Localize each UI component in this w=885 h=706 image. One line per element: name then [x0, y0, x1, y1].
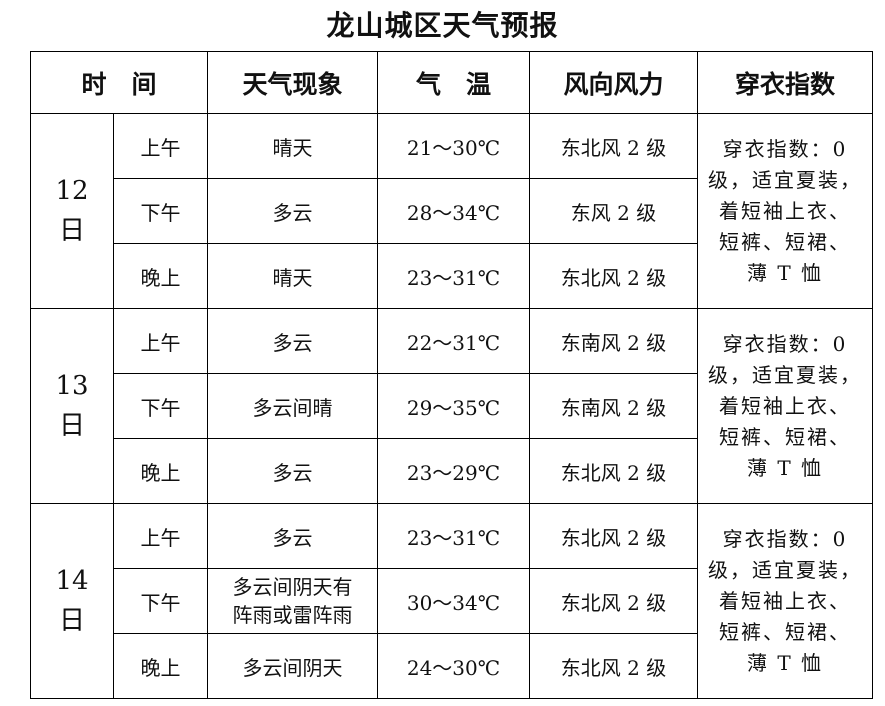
period-cell: 上午	[113, 503, 208, 569]
dress-index-cell: 穿衣指数：0 级，适宜夏装， 着短袖上衣、 短裤、短裙、薄 T 恤	[697, 503, 873, 699]
day-suffix: 日	[58, 216, 85, 246]
dress-line: 着短袖上衣、	[719, 198, 851, 223]
temperature-cell: 23～29℃	[377, 438, 530, 504]
table-row: 13 日上午 多云 22～31℃ 东南风 2 级穿衣指数：0 级，适宜夏装， 着短袖上衣、短…	[30, 308, 873, 504]
weather-cell: 多云间阴天	[207, 633, 378, 699]
dress-line: 短裤、短裙、	[719, 229, 851, 254]
dress-line: 穿衣指数：0	[722, 136, 848, 161]
dress-index-cell: 穿衣指数：0 级，适宜夏装， 着短袖上衣、 短裤、短裙、薄 T 恤	[697, 308, 873, 504]
day-cell: 14 日	[30, 503, 114, 699]
dress-line: 薄 T 恤	[746, 260, 824, 285]
wind-cell: 东南风 2 级	[529, 373, 698, 439]
day-number: 13	[55, 371, 89, 401]
period-cell: 上午	[113, 113, 208, 179]
table-row: 晚上 多云 23～29℃ 东北风 2 级	[31, 438, 873, 504]
header-wind: 风向风力	[529, 51, 698, 114]
temperature-cell: 22～31℃	[377, 308, 530, 374]
header-row: 时 间 天气现象 气 温 风向风力 穿衣指数	[30, 51, 873, 114]
wind-cell: 东北风 2 级	[529, 503, 698, 569]
day-cell: 13 日	[30, 308, 114, 504]
dress-line: 薄 T 恤	[746, 650, 824, 675]
table-row: 下午 多云间晴 29～35℃ 东南风 2 级	[31, 373, 873, 439]
temperature-cell: 23～31℃	[377, 243, 530, 309]
table-row: 晚上 晴天 23～31℃ 东北风 2 级	[31, 243, 873, 309]
dress-index-cell: 穿衣指数：0 级，适宜夏装， 着短袖上衣、 短裤、短裙、薄 T 恤	[697, 113, 873, 309]
weather-cell: 多云	[207, 503, 378, 569]
dress-line: 薄 T 恤	[746, 455, 824, 480]
dress-line: 着短袖上衣、	[719, 588, 851, 613]
table-row: 晚上 多云间阴天 24～30℃ 东北风 2 级	[31, 633, 873, 699]
wind-cell: 东北风 2 级	[529, 438, 698, 504]
table-row: 14 日上午 多云 23～31℃ 东北风 2 级穿衣指数：0 级，适宜夏装， 着短袖上衣、短…	[30, 503, 873, 699]
day-number: 12	[55, 176, 89, 206]
header-weather: 天气现象	[207, 51, 378, 114]
wind-cell: 东南风 2 级	[529, 308, 698, 374]
dress-line: 级，适宜夏装，	[708, 557, 862, 582]
table-row: 12 日上午 晴天 21～30℃ 东北风 2 级穿衣指数：0 级，适宜夏装， 着短袖上衣、短…	[30, 113, 873, 309]
weather-forecast-table: 时 间 天气现象 气 温 风向风力 穿衣指数 12 日上午 晴天 21～30℃ 东北风 …	[30, 51, 873, 699]
wind-cell: 东北风 2 级	[529, 633, 698, 699]
temperature-cell: 30～34℃	[377, 568, 530, 634]
wind-cell: 东北风 2 级	[529, 113, 698, 179]
temperature-cell: 29～35℃	[377, 373, 530, 439]
header-dress-index: 穿衣指数	[697, 51, 873, 114]
weather-cell: 晴天	[207, 113, 378, 179]
weather-cell: 多云	[207, 438, 378, 504]
dress-line: 短裤、短裙、	[719, 424, 851, 449]
period-cell: 晚上	[113, 633, 208, 699]
header-time: 时 间	[30, 51, 208, 114]
wind-cell: 东北风 2 级	[529, 243, 698, 309]
table-row: 下午 多云间阴天有 阵雨或雷阵雨 30～34℃ 东北风 2 级	[31, 568, 873, 634]
wind-cell: 东风 2 级	[529, 178, 698, 244]
dress-line: 穿衣指数：0	[722, 526, 848, 551]
period-cell: 晚上	[113, 243, 208, 309]
period-cell: 下午	[113, 178, 208, 244]
page-title: 龙山城区天气预报	[326, 9, 559, 42]
temperature-cell: 24～30℃	[377, 633, 530, 699]
day-number: 14	[55, 566, 89, 596]
day-suffix: 日	[58, 606, 85, 636]
dress-line: 着短袖上衣、	[719, 393, 851, 418]
weather-line: 阵雨或雷阵雨	[232, 603, 353, 627]
wind-cell: 东北风 2 级	[529, 568, 698, 634]
weather-cell: 多云	[207, 178, 378, 244]
temperature-cell: 28～34℃	[377, 178, 530, 244]
weather-cell: 晴天	[207, 243, 378, 309]
weather-cell: 多云间晴	[207, 373, 378, 439]
temperature-cell: 21～30℃	[377, 113, 530, 179]
period-cell: 下午	[113, 568, 208, 634]
period-cell: 晚上	[113, 438, 208, 504]
weather-line: 多云间阴天有	[232, 575, 353, 599]
period-cell: 上午	[113, 308, 208, 374]
dress-line: 级，适宜夏装，	[708, 167, 862, 192]
dress-line: 穿衣指数：0	[722, 331, 848, 356]
day-cell: 12 日	[30, 113, 114, 309]
weather-cell: 多云	[207, 308, 378, 374]
day-suffix: 日	[58, 411, 85, 441]
dress-line: 短裤、短裙、	[719, 619, 851, 644]
temperature-cell: 23～31℃	[377, 503, 530, 569]
header-temperature: 气 温	[377, 51, 530, 114]
weather-cell: 多云间阴天有 阵雨或雷阵雨	[207, 568, 378, 634]
period-cell: 下午	[113, 373, 208, 439]
dress-line: 级，适宜夏装，	[708, 362, 862, 387]
